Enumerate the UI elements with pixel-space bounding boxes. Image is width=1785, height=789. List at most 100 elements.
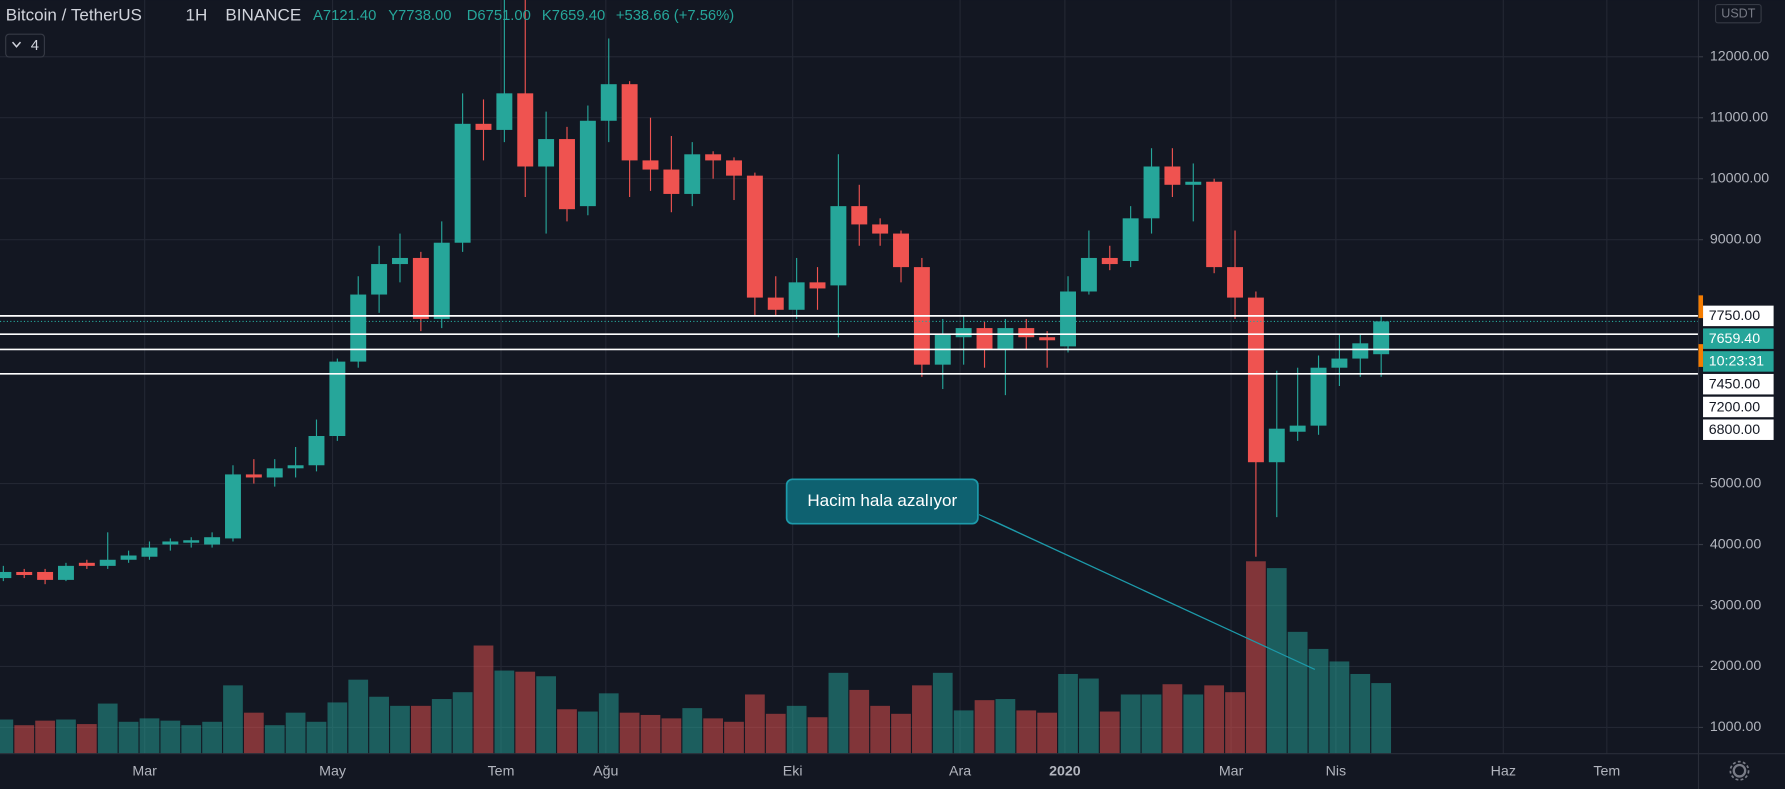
candle-body <box>162 541 179 545</box>
exchange: BINANCE <box>225 5 301 24</box>
volume-bar <box>703 718 723 754</box>
symbol[interactable]: Bitcoin / TetherUS <box>6 5 142 24</box>
candle-body <box>141 547 158 557</box>
volume-bar <box>1183 694 1204 754</box>
candle-body <box>371 264 388 295</box>
candle-body <box>1018 328 1035 338</box>
price-tag <box>1703 373 1774 395</box>
candle-body <box>37 571 54 580</box>
candle-body <box>642 160 659 170</box>
annotation-text: Hacim hala azalıyor <box>807 491 957 510</box>
y-tick-label: 11000.00 <box>1710 109 1768 125</box>
volume-bar <box>1350 673 1371 754</box>
candle-body <box>16 571 33 576</box>
candle-layer <box>0 0 1390 585</box>
candle-body <box>266 468 283 478</box>
volume-bar <box>1329 661 1350 754</box>
last-price-label: 7659.40 <box>1709 331 1760 347</box>
volume-bar <box>1079 678 1099 754</box>
candle-body <box>329 361 346 436</box>
volume-bar <box>724 721 744 754</box>
candle-body <box>99 559 116 566</box>
volume-bar <box>369 696 389 754</box>
volume-bar <box>181 725 202 754</box>
candle-body <box>1206 181 1223 268</box>
price-line-label: 6800.00 <box>1709 422 1760 438</box>
volume-bar <box>912 685 932 754</box>
candle-body <box>1227 267 1244 298</box>
price-tag <box>1703 351 1774 372</box>
candle-body <box>433 242 450 319</box>
candle-body <box>1164 166 1181 185</box>
volume-bar <box>494 670 515 754</box>
volume-bar <box>807 717 828 754</box>
candle-body <box>788 282 805 310</box>
price-lines <box>0 315 1699 375</box>
volume-bar <box>953 710 974 754</box>
candle-body <box>621 84 638 161</box>
candle-body <box>663 169 680 194</box>
candle-body <box>809 282 826 289</box>
candle-body <box>1289 425 1306 432</box>
volume-bar <box>870 705 891 754</box>
ohlc-close: K7659.40 <box>542 8 605 24</box>
candle-body <box>559 139 575 210</box>
change: +538.66 (+7.56%) <box>616 8 734 24</box>
y-tick-label: 3000.00 <box>1710 597 1761 613</box>
candle-body <box>726 160 742 176</box>
volume-bar <box>828 672 849 754</box>
volume-bar <box>243 712 264 754</box>
volume-bar <box>1058 673 1078 754</box>
candle-body <box>538 139 555 167</box>
countdown-label: 10:23:31 <box>1709 354 1764 370</box>
volume-bar <box>1099 711 1120 754</box>
y-tick-label: 10000.00 <box>1710 170 1769 186</box>
candle-body <box>1247 297 1264 463</box>
interval[interactable]: 1H <box>186 5 208 24</box>
volume-bar <box>786 705 807 754</box>
candle-body <box>120 555 137 560</box>
volume-bar <box>473 645 494 754</box>
volume-bar <box>932 672 953 754</box>
y-tick-label: 4000.00 <box>1710 536 1761 552</box>
settings-icon[interactable] <box>1729 760 1750 781</box>
volume-bar <box>536 676 556 754</box>
alert-marker <box>1698 344 1704 367</box>
candle-body <box>1268 428 1285 463</box>
ohlc-low: D6751.00 <box>467 8 531 24</box>
axis-layer: 1000.00 2000.00 3000.00 4000.00 5000.00 9000.… <box>132 49 1774 780</box>
volume-bar <box>348 679 369 754</box>
candle-body <box>746 175 763 298</box>
volume-bar <box>745 694 765 754</box>
alert-marker <box>1698 295 1704 319</box>
candle-body <box>767 297 784 310</box>
candle-body <box>517 93 534 167</box>
volume-bar <box>598 693 619 754</box>
price-line-label: 7450.00 <box>1709 377 1760 393</box>
y-tick-label: 1000.00 <box>1710 719 1761 735</box>
indicator-toggle[interactable]: 4 <box>5 33 45 58</box>
volume-bar <box>661 718 682 754</box>
candle-body <box>1039 337 1056 341</box>
candle-body <box>0 571 12 579</box>
candle-body <box>684 154 701 194</box>
volume-bar <box>223 685 243 754</box>
candle-body <box>955 328 972 338</box>
volume-bar <box>56 719 76 754</box>
price-line-label: 7200.00 <box>1709 399 1760 415</box>
ohlc-open: A7121.40 <box>313 8 376 24</box>
volume-bar <box>1120 694 1141 754</box>
volume-bar <box>1287 631 1308 754</box>
candle-body <box>997 328 1014 350</box>
volume-bar <box>306 721 327 754</box>
x-tick-label: Mar <box>1219 764 1244 780</box>
y-tick-label: 2000.00 <box>1710 658 1761 674</box>
volume-bar <box>515 671 536 754</box>
candle-body <box>183 540 200 543</box>
callout[interactable]: Hacim hala azalıyor <box>785 478 1316 670</box>
candle-body <box>1143 166 1160 219</box>
x-tick-label: Nis <box>1326 764 1347 780</box>
volume-bar <box>640 714 661 754</box>
